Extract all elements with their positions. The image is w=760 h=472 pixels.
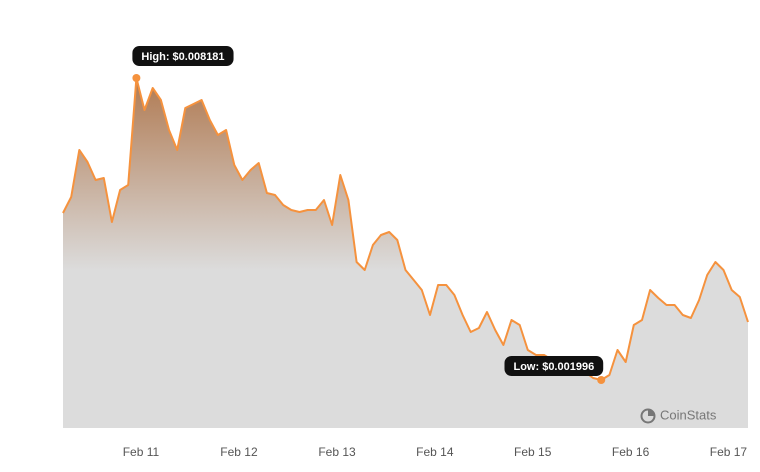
- watermark: CoinStats: [640, 407, 717, 424]
- low-marker: [597, 376, 606, 385]
- x-tick-label: Feb 16: [612, 445, 650, 459]
- x-tick-label: Feb 14: [416, 445, 454, 459]
- low-label: Low: $0.001996: [504, 356, 604, 377]
- x-tick-label: Feb 13: [318, 445, 356, 459]
- line: [62, 77, 749, 381]
- high-label: High: $0.008181: [132, 46, 234, 67]
- low-label-box: [504, 356, 604, 377]
- high-label-box: [132, 46, 234, 67]
- watermark-text: CoinStats: [660, 407, 717, 422]
- high-marker: [132, 74, 141, 83]
- area: [63, 78, 748, 428]
- high-label-text: High: $0.008181: [141, 51, 224, 63]
- x-tick-label: Feb 17: [710, 445, 748, 459]
- x-tick-label: Feb 11: [123, 445, 160, 459]
- x-tick-label: Feb 12: [220, 445, 258, 459]
- x-tick-label: Feb 15: [514, 445, 552, 459]
- low-label-text: Low: $0.001996: [513, 361, 594, 373]
